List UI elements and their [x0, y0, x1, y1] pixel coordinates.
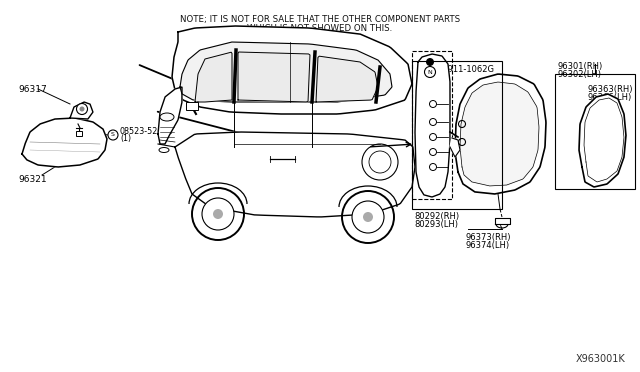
Text: 96363(RH): 96363(RH) [588, 85, 634, 94]
Polygon shape [450, 138, 460, 157]
Text: 96317: 96317 [18, 84, 47, 93]
Text: WHICH IS NOT SHOWED ON THIS.: WHICH IS NOT SHOWED ON THIS. [248, 24, 392, 33]
Circle shape [77, 103, 88, 115]
Circle shape [79, 106, 84, 112]
Text: S: S [111, 132, 115, 138]
Circle shape [363, 212, 373, 222]
Text: 96373(RH): 96373(RH) [465, 233, 511, 242]
Polygon shape [238, 52, 310, 102]
Text: 96321: 96321 [18, 174, 47, 183]
Text: X963001K: X963001K [575, 354, 625, 364]
Ellipse shape [159, 148, 169, 153]
Ellipse shape [160, 113, 174, 121]
Polygon shape [455, 74, 546, 194]
Polygon shape [180, 42, 392, 102]
Text: 96301(RH): 96301(RH) [558, 62, 604, 71]
Circle shape [108, 130, 118, 140]
Text: 96366(LH): 96366(LH) [588, 93, 632, 102]
Polygon shape [460, 82, 539, 186]
Bar [555, 74, 635, 189]
Text: 08911-1062G: 08911-1062G [438, 64, 495, 74]
Polygon shape [415, 54, 450, 197]
Text: 80292(RH): 80292(RH) [414, 212, 459, 221]
Polygon shape [579, 94, 626, 187]
Circle shape [426, 58, 434, 66]
Text: 08523-52042: 08523-52042 [120, 128, 173, 137]
Text: 96374(LH): 96374(LH) [465, 241, 509, 250]
Polygon shape [172, 26, 412, 114]
Bar [186, 102, 198, 110]
Bar [76, 131, 82, 136]
Text: 96302(LH): 96302(LH) [558, 70, 602, 79]
Polygon shape [70, 102, 93, 119]
Circle shape [369, 151, 391, 173]
Circle shape [424, 67, 435, 77]
Circle shape [213, 209, 223, 219]
Polygon shape [495, 218, 510, 224]
Text: 80293(LH): 80293(LH) [414, 220, 458, 229]
Polygon shape [195, 52, 232, 102]
Polygon shape [22, 118, 107, 167]
Text: NOTE; IT IS NOT FOR SALE THAT THE OTHER COMPONENT PARTS: NOTE; IT IS NOT FOR SALE THAT THE OTHER … [180, 15, 460, 24]
Polygon shape [316, 56, 378, 102]
Polygon shape [158, 87, 182, 144]
Text: N: N [428, 70, 433, 74]
Circle shape [202, 198, 234, 230]
Text: (6): (6) [438, 73, 450, 81]
Polygon shape [175, 132, 415, 217]
Bar [412, 51, 452, 199]
Circle shape [352, 201, 384, 233]
Text: (1): (1) [120, 135, 131, 144]
Bar [412, 61, 502, 209]
